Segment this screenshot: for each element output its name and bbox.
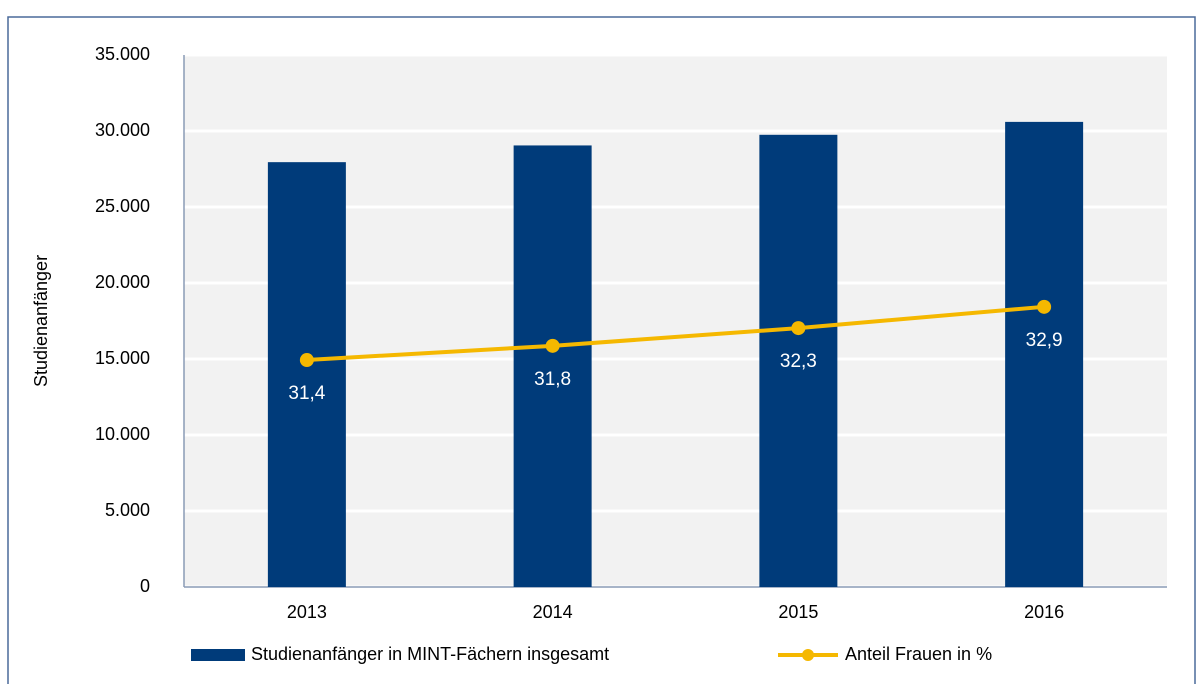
line-marker xyxy=(545,338,560,353)
y-tick-label: 5.000 xyxy=(105,500,150,520)
plot-area xyxy=(184,55,1167,587)
y-tick-label: 30.000 xyxy=(95,120,150,140)
bar xyxy=(1005,121,1084,587)
bar xyxy=(267,162,346,587)
data-label: 31,8 xyxy=(534,369,571,390)
y-tick-label: 20.000 xyxy=(95,272,150,292)
x-tick-label: 2014 xyxy=(533,602,573,622)
data-label: 31,4 xyxy=(288,383,325,404)
y-tick-label: 25.000 xyxy=(95,196,150,216)
x-tick-label: 2016 xyxy=(1024,602,1064,622)
legend-marker xyxy=(802,649,814,661)
chart-frame xyxy=(7,16,1196,684)
y-tick-label: 0 xyxy=(140,576,150,596)
y-tick-label: 15.000 xyxy=(95,348,150,368)
y-tick-label: 10.000 xyxy=(95,424,150,444)
legend-swatch xyxy=(191,649,245,661)
bar xyxy=(759,134,838,588)
x-tick-label: 2013 xyxy=(287,602,327,622)
y-tick-label: 35.000 xyxy=(95,44,150,64)
line-marker xyxy=(791,321,806,336)
x-tick-label: 2015 xyxy=(778,602,818,622)
line-marker xyxy=(299,353,314,368)
legend-label: Studienanfänger in MINT-Fächern insgesam… xyxy=(251,644,609,664)
y-axis-label: Studienanfänger xyxy=(31,255,51,387)
data-label: 32,3 xyxy=(780,351,817,372)
data-label: 32,9 xyxy=(1026,330,1063,351)
line-marker xyxy=(1037,299,1052,314)
legend-label: Anteil Frauen in % xyxy=(845,644,992,664)
bar xyxy=(513,145,592,587)
line xyxy=(306,304,1045,363)
